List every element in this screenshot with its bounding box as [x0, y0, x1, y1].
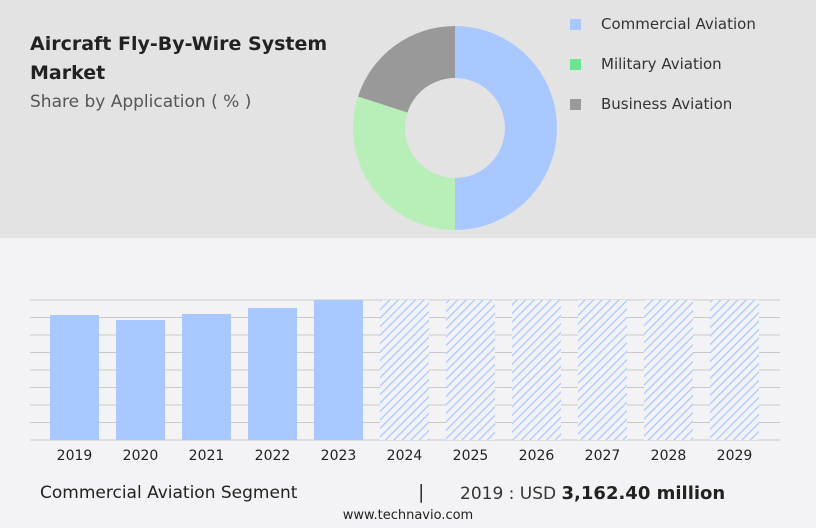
legend-label: Business Aviation — [601, 95, 733, 113]
x-tick-label: 2028 — [651, 448, 687, 464]
bar-forecast-2026 — [512, 300, 561, 440]
legend-business: Business Aviation — [570, 95, 732, 113]
source-url: www.technavio.com — [342, 508, 474, 523]
chart-title: Aircraft Fly-By-Wire System Market — [30, 33, 328, 84]
bar-2021 — [182, 313, 231, 440]
footer-year: 2019 : USD — [460, 484, 557, 504]
x-tick-label: 2027 — [585, 448, 621, 464]
donut-slice-military-aviation — [353, 96, 455, 230]
x-tick-label: 2025 — [453, 448, 489, 464]
x-tick-label: 2026 — [519, 448, 555, 464]
bar-forecast-2027 — [578, 300, 627, 440]
donut-slice-commercial-aviation — [455, 26, 557, 230]
x-tick-label: 2021 — [189, 448, 225, 464]
legend-swatch — [570, 58, 581, 70]
donut-slice-business-aviation — [357, 25, 455, 113]
bar-2019 — [50, 315, 99, 440]
footer-amount: 3,162.40 million — [561, 483, 726, 504]
x-tick-label: 2023 — [321, 448, 357, 464]
bar-forecast-2024 — [380, 300, 429, 440]
bar-forecast-2025 — [446, 300, 495, 440]
bar-2023 — [314, 300, 363, 440]
donut-chart — [353, 25, 557, 230]
x-tick-label: 2022 — [255, 448, 291, 464]
bar-chart: 2019 2020 2021 2022 2023 2024 2025 2026 2027 2028… — [30, 299, 780, 464]
x-tick-label: 2020 — [123, 448, 159, 464]
chart-subtitle: Share by Application ( % ) — [30, 92, 252, 112]
legend-label: Commercial Aviation — [601, 15, 756, 33]
footer-value: 2019 : USD 3,162.40 million — [460, 483, 725, 504]
bar-2020 — [116, 320, 165, 440]
bar-2022 — [248, 307, 297, 440]
legend-commercial: Commercial Aviation — [570, 15, 756, 33]
legend-swatch — [570, 18, 581, 30]
footer-segment: Commercial Aviation Segment — [40, 483, 298, 503]
legend-military: Military Aviation — [570, 55, 722, 73]
legend-label: Military Aviation — [601, 55, 722, 73]
bar-forecast-2028 — [644, 300, 693, 440]
x-tick-label: 2024 — [387, 448, 423, 464]
x-tick-label: 2029 — [717, 448, 753, 464]
bar-forecast-2029 — [710, 300, 759, 440]
legend-swatch — [570, 98, 581, 110]
footer-separator: | — [418, 481, 425, 503]
x-tick-label: 2019 — [57, 448, 93, 464]
